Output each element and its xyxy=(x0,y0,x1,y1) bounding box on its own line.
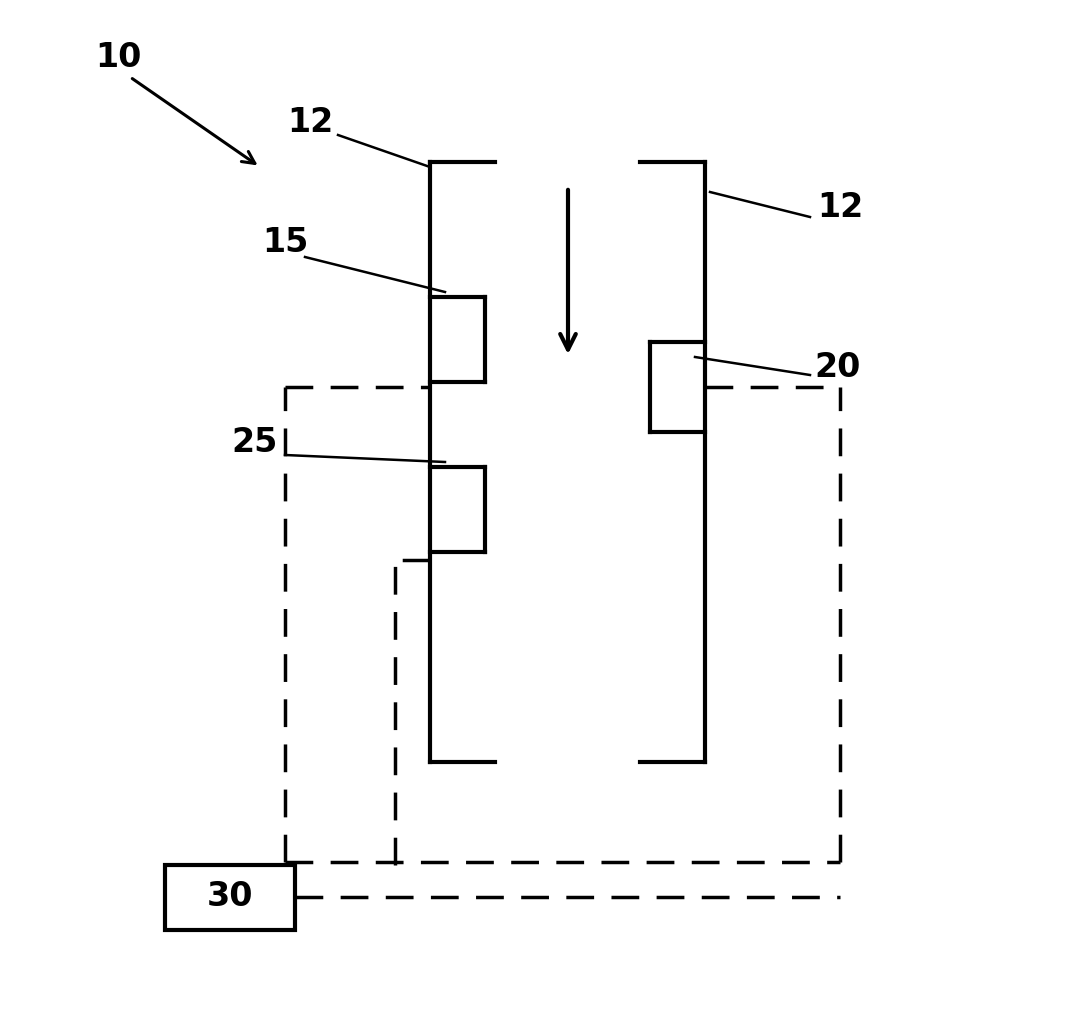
Text: 30: 30 xyxy=(207,881,253,913)
FancyBboxPatch shape xyxy=(165,864,295,930)
Text: 15: 15 xyxy=(262,226,308,258)
Text: 12: 12 xyxy=(287,106,333,138)
Text: 25: 25 xyxy=(232,425,279,459)
Text: 20: 20 xyxy=(815,351,861,383)
Text: 10: 10 xyxy=(95,41,142,73)
Text: 12: 12 xyxy=(817,190,863,224)
